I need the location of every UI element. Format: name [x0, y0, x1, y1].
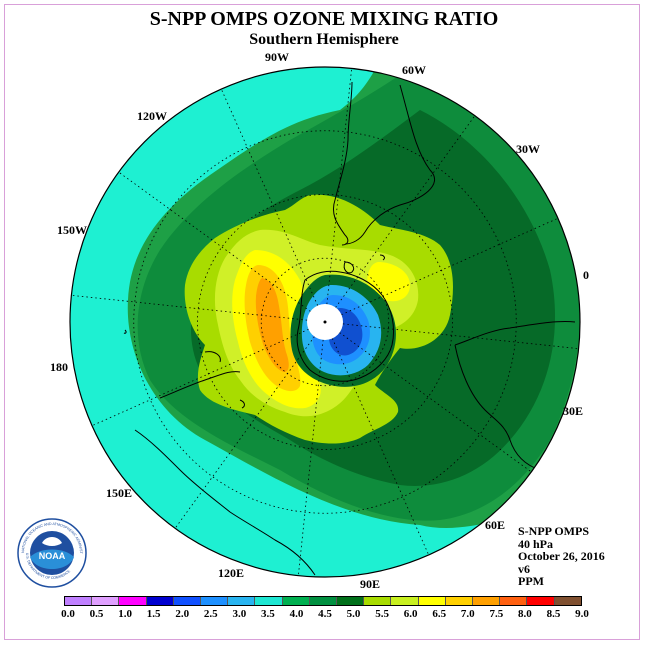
colorbar [64, 596, 582, 606]
latitude-circle-1 [260, 257, 390, 387]
colorbar-segment-8 [282, 597, 310, 605]
new-zealand-coast [159, 351, 241, 399]
info-level: 40 hPa [518, 536, 554, 551]
colorbar-tick-label: 3.0 [232, 608, 247, 620]
meridian-10 [71, 294, 326, 323]
colorbar-segment-15 [473, 597, 501, 605]
colorbar-segment-5 [201, 597, 229, 605]
ozone-field [70, 67, 580, 577]
colorbar-segment-10 [337, 597, 365, 605]
latitude-circle-3 [133, 130, 517, 514]
colorbar-segment-17 [527, 597, 555, 605]
colorbar-tick-label: 9.0 [575, 608, 589, 620]
lon-label-30w: 30W [516, 142, 540, 156]
colorbar-tick-label: 8.5 [546, 608, 561, 620]
lon-label-90e: 90E [360, 577, 381, 591]
colorbar-tick-label: 7.0 [460, 608, 475, 620]
lon-label-60w: 60W [402, 63, 426, 77]
colorbar-tick-label: 2.0 [175, 608, 190, 620]
colorbar-tick-label: 5.0 [346, 608, 361, 620]
info-version: v6 [518, 561, 530, 576]
south-america-west-coast [332, 81, 353, 246]
colorbar-tick-label: 6.5 [432, 608, 447, 620]
latitude-circle-2 [197, 194, 453, 450]
colorbar-tick-label: 5.5 [375, 608, 389, 620]
colorbar-segment-7 [255, 597, 283, 605]
antarctic-peninsula [343, 261, 355, 274]
africa-coast [454, 321, 576, 471]
graticule [71, 68, 579, 576]
meridian-11 [118, 171, 326, 323]
meridian-8 [174, 321, 326, 529]
info-units: PPM [518, 574, 544, 588]
coastlines [123, 81, 576, 576]
colorbar-segment-9 [309, 597, 338, 605]
colorbar-tick-label: 4.0 [289, 608, 304, 620]
australia-coast [134, 429, 316, 576]
colorbar-tick-label: 0.5 [89, 608, 104, 620]
lon-label-60e: 60E [485, 518, 506, 532]
meridian-5 [324, 321, 532, 473]
colorbar-segment-4 [173, 597, 202, 605]
map-info: S-NPP OMPS 40 hPa October 26, 2016 v6 PP… [518, 525, 605, 588]
colorbar-segment-12 [391, 597, 419, 605]
south-pole-marker [323, 320, 327, 324]
lon-label-180: 180 [50, 360, 68, 374]
small-island-2 [379, 254, 385, 261]
south-america-east-coast [344, 84, 436, 245]
map-boundary [69, 66, 581, 578]
meridian-9 [91, 321, 326, 427]
colorbar-tick-label: 3.5 [261, 608, 275, 620]
meridian-4 [324, 321, 579, 350]
page-frame [4, 4, 640, 640]
colorbar-ticks: 0.0 0.5 1.0 1.5 2.0 2.5 3.0 3.5 4.0 4.5 5.0 5.5 6.0 6… [0, 608, 648, 622]
meridian-1 [324, 68, 353, 323]
colorbar-segment-2 [119, 597, 147, 605]
small-island-3 [123, 329, 127, 334]
colorbar-tick-label: 1.5 [146, 608, 161, 620]
colorbar-segment-11 [364, 597, 392, 605]
lon-label-0: 0 [583, 268, 589, 282]
info-date: October 26, 2016 [518, 549, 605, 563]
colorbar-segment-13 [418, 597, 446, 605]
colorbar-tick-label: 2.5 [203, 608, 218, 620]
colorbar-tick-label: 8.0 [518, 608, 532, 620]
meridian-3 [324, 217, 559, 323]
colorbar-segment-14 [445, 597, 474, 605]
field-orange [255, 278, 289, 372]
noaa-logo: NOAA NATIONAL OCEANIC AND ATMOSPHERIC AD… [16, 517, 87, 588]
map-title: S-NPP OMPS OZONE MIXING RATIO [149, 8, 499, 30]
lon-label-30e: 30E [563, 404, 584, 418]
colorbar-tick-label: 7.5 [489, 608, 504, 620]
lon-label-150w: 150W [57, 223, 87, 237]
info-instrument: S-NPP OMPS [518, 524, 589, 538]
lon-label-120e: 120E [218, 566, 245, 580]
colorbar-segment-0 [65, 597, 93, 605]
lon-label-90w: 90W [265, 50, 289, 64]
colorbar-segment-1 [92, 597, 120, 605]
colorbar-tick-label: 0.0 [61, 608, 75, 620]
colorbar-tick-label: 6.0 [403, 608, 418, 620]
antarctica-coast [296, 270, 395, 382]
meridian-7 [297, 321, 326, 576]
colorbar-tick-label: 4.5 [318, 608, 332, 620]
colorbar-segment-6 [228, 597, 256, 605]
map-subtitle: Southern Hemisphere [249, 31, 399, 48]
small-island-1 [239, 399, 245, 409]
lon-label-120w: 120W [137, 109, 167, 123]
colorbar-segment-18 [554, 597, 581, 605]
colorbar-segment-3 [146, 597, 174, 605]
colorbar-tick-label: 1.0 [118, 608, 132, 620]
meridian-6 [324, 321, 430, 556]
meridian-2 [324, 115, 476, 323]
lon-label-150e: 150E [106, 486, 133, 500]
meridian-12 [220, 88, 326, 323]
svg-text:NOAA: NOAA [39, 551, 66, 561]
colorbar-segment-16 [500, 597, 528, 605]
